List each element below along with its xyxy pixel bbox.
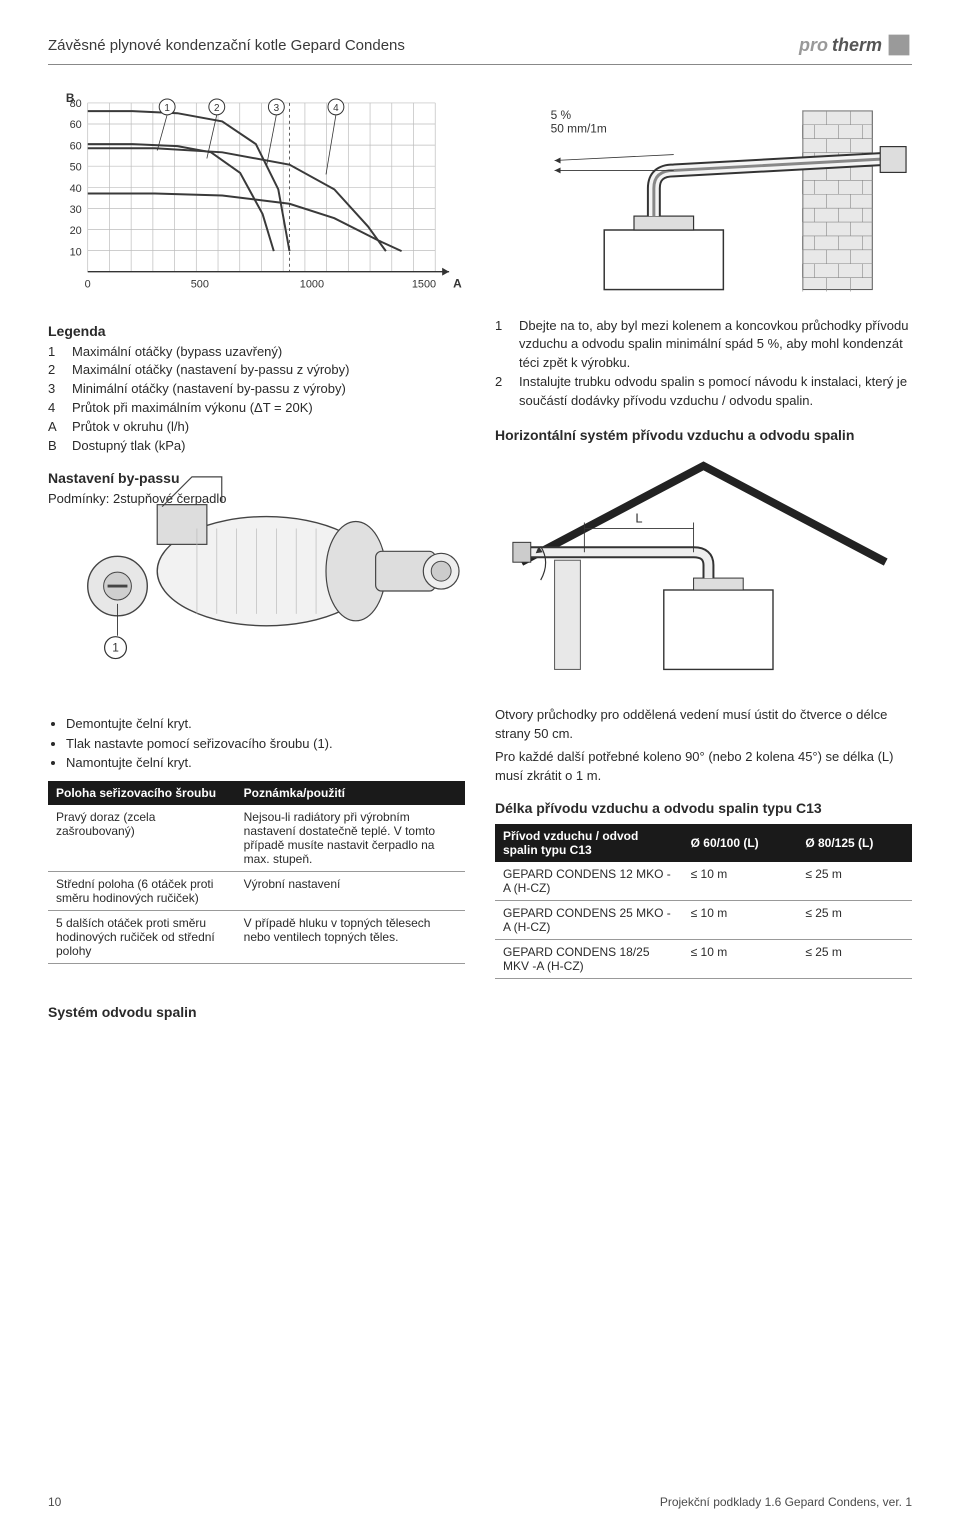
- doc-id: Projekční podklady 1.6 Gepard Condens, v…: [660, 1495, 912, 1509]
- table-row: Střední poloha (6 otáček proti směru hod…: [48, 871, 465, 910]
- svg-text:50 mm/1m: 50 mm/1m: [551, 122, 607, 136]
- legend-list: 1 Maximální otáčky (bypass uzavřený) 2 Maxi…: [48, 343, 465, 456]
- instruction-item: Demontujte čelní kryt.: [66, 714, 465, 734]
- legend-text: Maximální otáčky (bypass uzavřený): [72, 343, 282, 362]
- c13-heading: Délka přívodu vzduchu a odvodu spalin ty…: [495, 800, 912, 816]
- cell: ≤ 25 m: [797, 939, 912, 978]
- legend-item: A Průtok v okruhu (l/h): [48, 418, 465, 437]
- cell: ≤ 25 m: [797, 862, 912, 901]
- logo-text-light: pro: [799, 35, 828, 56]
- table-row: 5 dalších otáček proti směru hodinových …: [48, 910, 465, 963]
- legend-text: Maximální otáčky (nastavení by-passu z v…: [72, 361, 349, 380]
- svg-text:1: 1: [112, 641, 119, 655]
- cell: GEPARD CONDENS 12 MKO -A (H-CZ): [495, 862, 683, 901]
- instruction-bullets: Demontujte čelní kryt.Tlak nastavte pomo…: [48, 714, 465, 773]
- page-footer: 10 Projekční podklady 1.6 Gepard Condens…: [48, 1489, 912, 1509]
- note-num: 1: [495, 317, 509, 374]
- legend-num: 4: [48, 399, 62, 418]
- svg-text:20: 20: [70, 225, 82, 237]
- logo-badge-icon: [886, 32, 912, 58]
- flue-note: 2 Instalujte trubku odvodu spalin s pomoc…: [495, 373, 912, 411]
- cell: ≤ 10 m: [683, 900, 798, 939]
- legend-item: 1 Maximální otáčky (bypass uzavřený): [48, 343, 465, 362]
- screw-table-h1: Poloha seřizovacího šroubu: [48, 781, 236, 805]
- svg-text:0: 0: [85, 279, 91, 291]
- cell: GEPARD CONDENS 18/25 MKV -A (H-CZ): [495, 939, 683, 978]
- svg-text:1000: 1000: [300, 279, 324, 291]
- legend-text: Průtok při maximálním výkonu (ΔT = 20K): [72, 399, 313, 418]
- svg-text:50: 50: [70, 162, 82, 174]
- page-number: 10: [48, 1495, 61, 1509]
- svg-text:1: 1: [164, 103, 170, 114]
- c13-h3: Ø 80/125 (L): [797, 824, 912, 862]
- screw-table-h2: Poznámka/použití: [236, 781, 465, 805]
- page-header: Závěsné plynové kondenzační kotle Gepard…: [48, 32, 912, 65]
- legend-item: 4 Průtok při maximálním výkonu (ΔT = 20K): [48, 399, 465, 418]
- c13-h1: Přívod vzduchu / odvod spalin typu C13: [495, 824, 683, 862]
- legend-num: 3: [48, 380, 62, 399]
- cell: Nejsou-li radiátory při výrobním nastave…: [236, 805, 465, 872]
- note-text: Dbejte na to, aby byl mezi kolenem a kon…: [519, 317, 912, 374]
- svg-text:500: 500: [191, 279, 209, 291]
- table-row: GEPARD CONDENS 25 MKO -A (H-CZ)≤ 10 m≤ 2…: [495, 900, 912, 939]
- cell: V případě hluku v topných tělesech nebo …: [236, 910, 465, 963]
- note-num: 2: [495, 373, 509, 411]
- svg-text:40: 40: [70, 183, 82, 195]
- svg-text:2: 2: [214, 103, 220, 114]
- flue-slope-diagram: 5 %50 mm/1m: [495, 91, 912, 300]
- table-row: GEPARD CONDENS 18/25 MKV -A (H-CZ)≤ 10 m…: [495, 939, 912, 978]
- c13-h2: Ø 60/100 (L): [683, 824, 798, 862]
- page-title: Závěsné plynové kondenzační kotle Gepard…: [48, 37, 405, 54]
- legend-num: A: [48, 418, 62, 437]
- svg-text:1500: 1500: [412, 279, 436, 291]
- svg-text:60: 60: [70, 119, 82, 131]
- brand-logo: protherm: [799, 32, 912, 58]
- svg-text:5 %: 5 %: [551, 108, 572, 122]
- screw-position-table: Poloha seřizovacího šroubu Poznámka/použ…: [48, 781, 465, 964]
- pressure-chart: 8060605040302010B050010001500A1234: [48, 91, 465, 303]
- table-row: Pravý doraz (zcela zašroubovaný)Nejsou-l…: [48, 805, 465, 872]
- legend-num: 1: [48, 343, 62, 362]
- cell: Střední poloha (6 otáček proti směru hod…: [48, 871, 236, 910]
- svg-text:3: 3: [274, 103, 280, 114]
- svg-text:30: 30: [70, 204, 82, 216]
- logo-text-bold: therm: [832, 35, 882, 56]
- svg-text:4: 4: [333, 103, 339, 114]
- exhaust-heading: Systém odvodu spalin: [48, 1004, 465, 1020]
- note-text: Instalujte trubku odvodu spalin s pomocí…: [519, 373, 912, 411]
- legend-heading: Legenda: [48, 323, 465, 339]
- right-p1: Otvory průchodky pro oddělená vedení mus…: [495, 706, 912, 744]
- cell: ≤ 10 m: [683, 862, 798, 901]
- right-p2: Pro každé další potřebné koleno 90° (neb…: [495, 748, 912, 786]
- svg-text:10: 10: [70, 246, 82, 258]
- c13-table: Přívod vzduchu / odvod spalin typu C13 Ø…: [495, 824, 912, 979]
- legend-item: 3 Minimální otáčky (nastavení by-passu z …: [48, 380, 465, 399]
- cell: Výrobní nastavení: [236, 871, 465, 910]
- instruction-item: Tlak nastavte pomocí seřizovacího šroubu…: [66, 734, 465, 754]
- flue-notes: 1Dbejte na to, aby byl mezi kolenem a ko…: [495, 317, 912, 411]
- svg-text:A: A: [453, 277, 462, 291]
- legend-item: 2 Maximální otáčky (nastavení by-passu z …: [48, 361, 465, 380]
- svg-text:B: B: [66, 91, 75, 105]
- cell: 5 dalších otáček proti směru hodinových …: [48, 910, 236, 963]
- table-row: GEPARD CONDENS 12 MKO -A (H-CZ)≤ 10 m≤ 2…: [495, 862, 912, 901]
- cell: Pravý doraz (zcela zašroubovaný): [48, 805, 236, 872]
- legend-text: Minimální otáčky (nastavení by-passu z v…: [72, 380, 346, 399]
- cell: ≤ 25 m: [797, 900, 912, 939]
- legend-text: Průtok v okruhu (l/h): [72, 418, 189, 437]
- cell: GEPARD CONDENS 25 MKO -A (H-CZ): [495, 900, 683, 939]
- legend-num: 2: [48, 361, 62, 380]
- flue-note: 1Dbejte na to, aby byl mezi kolenem a ko…: [495, 317, 912, 374]
- pump-diagram: 1: [48, 457, 465, 685]
- svg-text:60: 60: [70, 140, 82, 152]
- horizontal-heading: Horizontální systém přívodu vzduchu a od…: [495, 427, 912, 443]
- instruction-item: Namontujte čelní kryt.: [66, 753, 465, 773]
- cell: ≤ 10 m: [683, 939, 798, 978]
